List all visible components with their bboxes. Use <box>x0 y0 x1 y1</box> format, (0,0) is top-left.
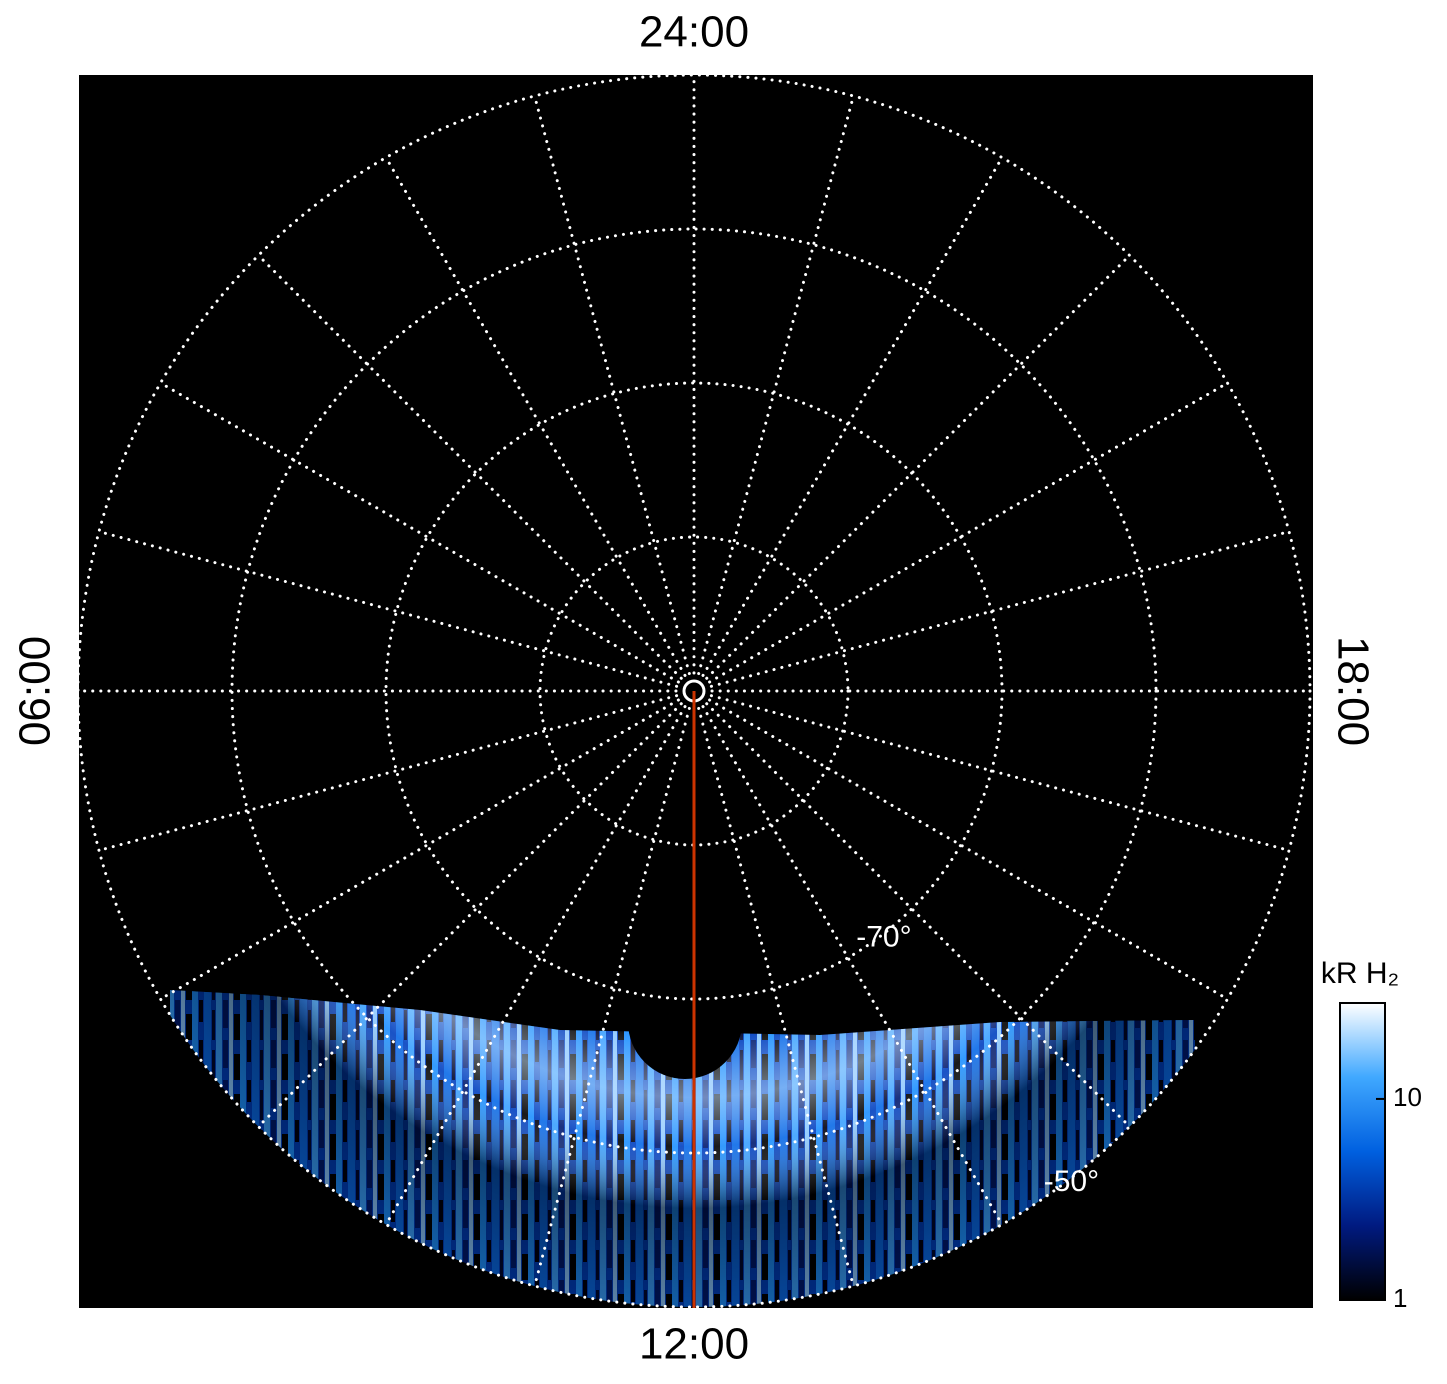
meridian <box>533 94 691 676</box>
hour-label: 18:00 <box>1328 636 1377 746</box>
meridian <box>708 381 1229 684</box>
meridian <box>256 702 683 1129</box>
colorbar-tick-label: 1 <box>1393 1283 1407 1313</box>
hour-label: 12:00 <box>639 1320 749 1369</box>
meridian <box>709 694 1291 852</box>
latitude-circle <box>76 73 1312 1309</box>
meridian <box>159 381 680 684</box>
meridian <box>697 94 855 676</box>
meridian <box>97 694 679 852</box>
meridian <box>708 698 1229 1001</box>
meridian <box>384 156 687 677</box>
meridian <box>701 156 1004 677</box>
meridian <box>705 253 1132 680</box>
colorbar <box>1339 1002 1386 1301</box>
meridian <box>701 705 1004 1226</box>
meridian <box>384 705 687 1226</box>
latitude-label: -50° <box>1044 1165 1099 1198</box>
hour-label: 24:00 <box>639 8 749 57</box>
grid <box>76 73 1312 1309</box>
meridian <box>159 698 680 1001</box>
meridian <box>97 530 679 688</box>
colorbar-label: kR H₂ <box>1321 957 1399 990</box>
meridian <box>705 702 1132 1129</box>
meridian <box>709 530 1291 688</box>
hour-label: 06:00 <box>11 636 60 746</box>
latitude-circle <box>384 381 1004 1001</box>
latitude-label: -70° <box>856 920 911 953</box>
colorbar-tick-label: 10 <box>1393 1082 1422 1112</box>
meridian <box>697 706 855 1288</box>
meridian <box>256 253 683 680</box>
meridian <box>533 706 691 1288</box>
